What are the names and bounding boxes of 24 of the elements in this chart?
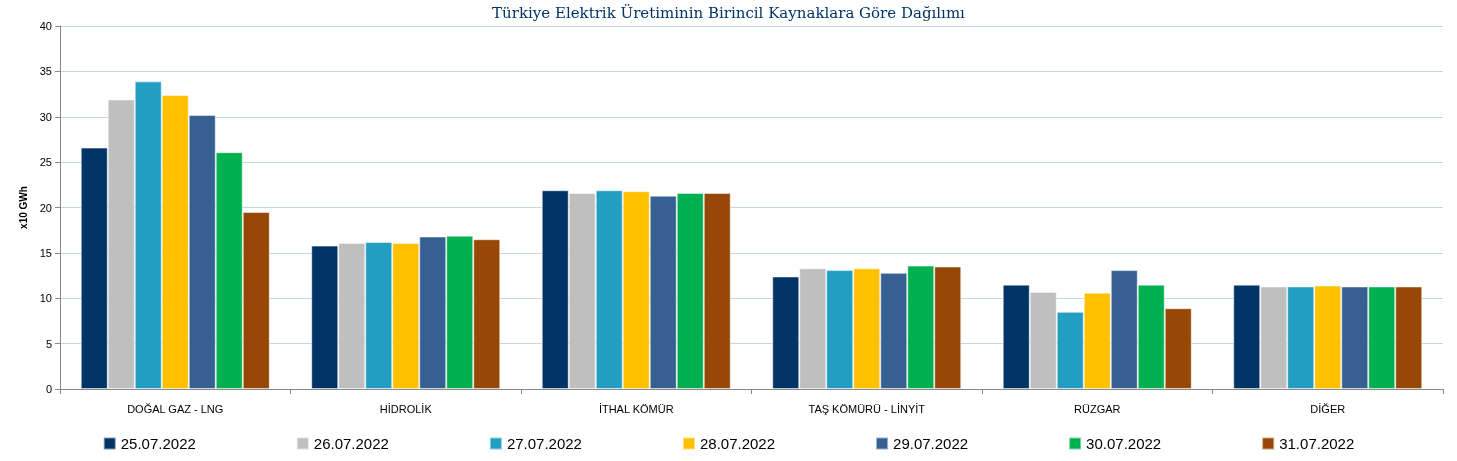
x-tick-label: HİDROLİK	[379, 402, 433, 415]
chart-title: Türkiye Elektrik Üretiminin Birincil Kaynaklara Göre Dağılımı	[492, 3, 966, 22]
x-tick-label: RÜZGAR	[1074, 402, 1121, 415]
y-tick-label: 20	[39, 201, 52, 214]
legend-label: 26.07.2022	[313, 435, 389, 452]
y-tick-label: 40	[39, 20, 52, 32]
y-axis-title: x10 GWh	[18, 186, 30, 229]
legend-label: 25.07.2022	[120, 435, 196, 452]
y-tick-label: 5	[45, 337, 52, 350]
y-tick-label: 15	[39, 246, 52, 259]
x-tick-label: DİĞER	[1310, 402, 1346, 415]
legend-label: 29.07.2022	[893, 435, 969, 452]
y-tick-label: 30	[39, 110, 52, 123]
y-tick-label: 0	[45, 383, 52, 395]
x-tick-label: İTHAL KÖMÜR	[598, 402, 674, 415]
y-tick-label: 35	[39, 65, 52, 78]
legend-label: 30.07.2022	[1086, 435, 1162, 452]
legend-label: 27.07.2022	[506, 435, 582, 452]
legend-label: 31.07.2022	[1279, 435, 1355, 452]
y-tick-label: 25	[39, 156, 52, 169]
x-tick-label: TAŞ KÖMÜRÜ - LİNYİT	[808, 402, 926, 415]
x-tick-label: DOĞAL GAZ - LNG	[127, 402, 224, 415]
y-tick-label: 10	[39, 292, 52, 305]
legend-label: 28.07.2022	[699, 435, 776, 452]
